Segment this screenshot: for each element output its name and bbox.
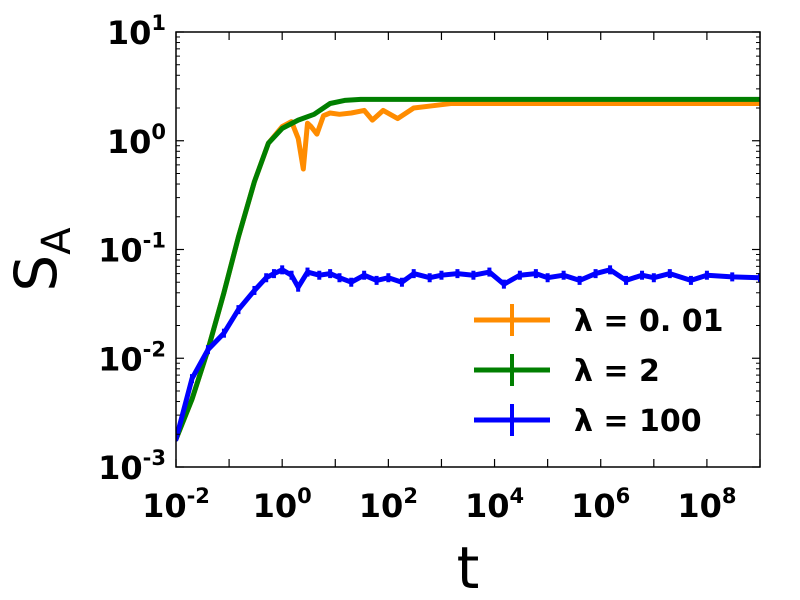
series-2 xyxy=(176,265,760,442)
legend-label: λ = 100 xyxy=(574,404,702,439)
y-tick-label: 10-3 xyxy=(98,446,166,487)
x-axis-label: t xyxy=(457,534,480,600)
legend-entry-0: λ = 0. 01 xyxy=(474,304,723,339)
series-layer xyxy=(176,96,760,442)
x-tick-label: 100 xyxy=(253,484,312,525)
x-tick-label: 10-2 xyxy=(142,484,210,525)
legend: λ = 0. 01 λ = 2 λ = 100 xyxy=(474,304,723,439)
y-tick-label: 10-2 xyxy=(98,337,166,378)
y-tick-label: 10-1 xyxy=(98,229,166,270)
y-axis-label-main: S xyxy=(2,255,70,292)
y-tick-label: 101 xyxy=(107,11,166,52)
x-tick-label: 108 xyxy=(677,484,736,525)
y-axis-label-sub: A xyxy=(34,227,80,255)
legend-label: λ = 0. 01 xyxy=(574,304,723,339)
y-tick-label: 100 xyxy=(107,120,166,161)
x-tick-label: 104 xyxy=(465,484,524,525)
legend-entry-1: λ = 2 xyxy=(474,354,660,389)
y-axis-label: SA xyxy=(2,227,80,292)
legend-entry-2: λ = 100 xyxy=(474,404,702,439)
series-1 xyxy=(176,96,760,442)
legend-label: λ = 2 xyxy=(574,354,660,389)
series-line-1 xyxy=(176,96,760,442)
x-tick-label: 102 xyxy=(359,484,418,525)
x-tick-label: 106 xyxy=(571,484,630,525)
